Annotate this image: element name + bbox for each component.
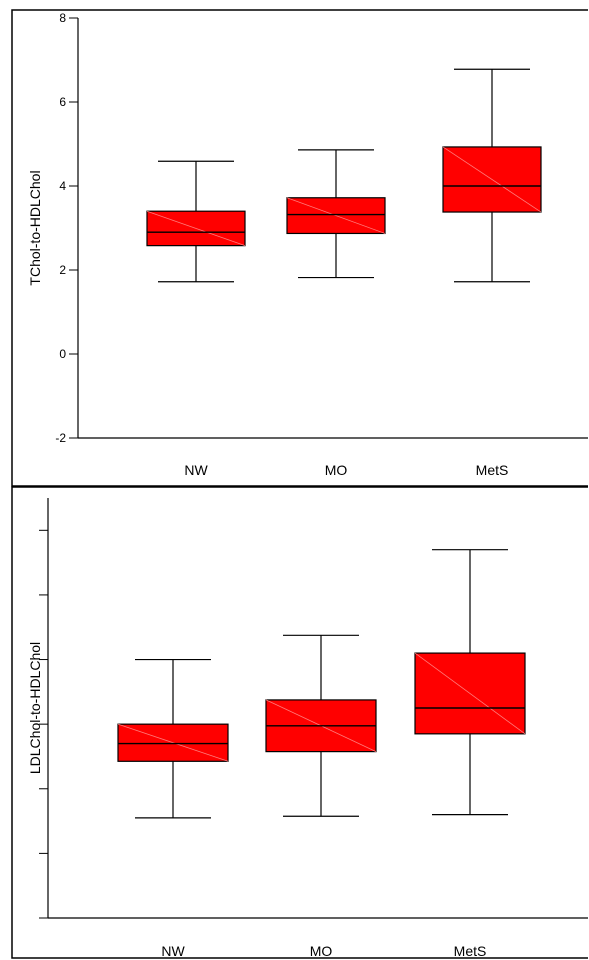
x-tick-label: NW xyxy=(184,462,208,478)
panel-frame xyxy=(11,486,588,959)
box-nw xyxy=(146,160,246,283)
box-sheen xyxy=(117,723,229,762)
y-tick-label: -2 xyxy=(55,431,66,445)
panel-frame xyxy=(11,9,588,487)
x-tick-label: MetS xyxy=(476,462,509,478)
chart-panel-2: LDLChol-to-HDLChol NW MO MetS xyxy=(11,486,588,959)
y-tick-label: 6 xyxy=(59,95,66,109)
y-tick-label: 2 xyxy=(59,263,66,277)
chart-panel-1: -2 0 2 4 6 8 TChol-to-HDLChol NW MO MetS xyxy=(11,9,588,487)
x-tick-label: NW xyxy=(161,943,185,959)
box-sheen xyxy=(146,210,246,247)
x-tick-label: MO xyxy=(325,462,348,478)
box-mo xyxy=(286,149,386,279)
y-tick-label: 8 xyxy=(59,11,66,25)
y-tick-label: 4 xyxy=(59,179,66,193)
box-mets xyxy=(442,68,542,283)
box-sheen xyxy=(414,652,526,735)
y-axis-label: TChol-to-HDLChol xyxy=(27,170,43,285)
y-axis-label: LDLChol-to-HDLChol xyxy=(27,642,43,774)
box-mets xyxy=(414,549,526,816)
box-sheen xyxy=(442,146,542,213)
x-tick-label: MetS xyxy=(454,943,487,959)
y-tick-label: 0 xyxy=(59,347,66,361)
box-mo xyxy=(265,634,377,817)
box-sheen xyxy=(286,197,386,234)
x-tick-label: MO xyxy=(310,943,333,959)
box-nw xyxy=(117,658,229,819)
